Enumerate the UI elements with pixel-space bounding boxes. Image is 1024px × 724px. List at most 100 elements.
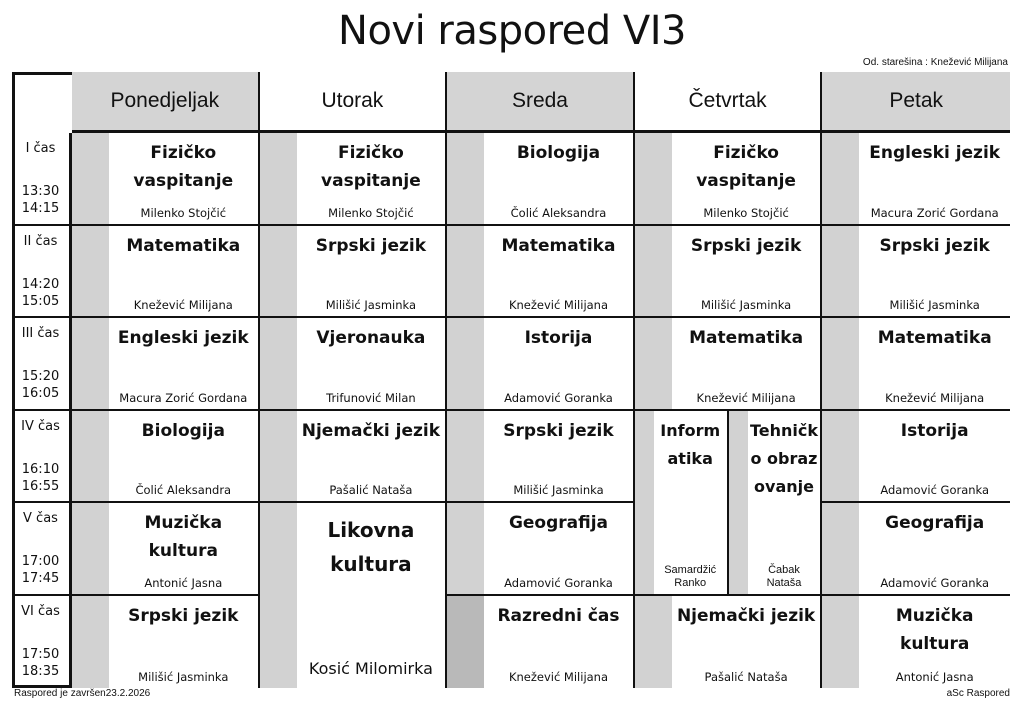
lesson-teacher: Trifunović Milan — [326, 390, 416, 405]
period-label: VI čas 17:50 18:35 — [12, 595, 72, 688]
cell-color-strip — [72, 595, 109, 688]
lesson-cell[interactable]: Fizičko vaspitanje Milenko Stojčić — [634, 133, 823, 226]
lesson-cell[interactable]: Srpski jezik Milišić Jasminka — [72, 595, 260, 688]
lesson-cell[interactable]: Matematika Knežević Milijana — [447, 225, 635, 318]
lesson-cell[interactable]: Njemački jezik Pašalić Nataša — [634, 595, 823, 688]
lesson-teacher: Antonić Jasna — [144, 575, 223, 590]
lesson-subject: Srpski jezik — [879, 235, 990, 256]
lesson-teacher: Čolić Aleksandra — [135, 483, 232, 497]
cell-color-strip — [822, 133, 860, 224]
lesson-subject: Srpski jezik — [690, 235, 802, 256]
lesson-cell[interactable]: Fizičko vaspitanje Milenko Stojčić — [259, 133, 448, 226]
lesson-subject: Njemački jezik — [676, 605, 816, 626]
lesson-teacher: Milenko Stojčić — [140, 205, 227, 220]
cell-color-strip — [72, 318, 109, 409]
lesson-subject: Srpski jezik — [503, 420, 614, 441]
lesson-teacher: Knežević Milijana — [508, 670, 609, 684]
lesson-teacher: Adamović Goranka — [880, 483, 990, 497]
period-end: 16:55 — [21, 478, 60, 494]
cell-color-strip — [72, 225, 109, 316]
lesson-cell[interactable]: Likovna kultura Kosić Milomirka — [259, 503, 448, 688]
software-credit: aSc Raspored — [946, 688, 1010, 699]
lesson-cell[interactable]: Biologija Čolić Aleksandra — [447, 133, 635, 226]
page-title: Novi raspored VI3 — [338, 8, 686, 54]
cell-color-strip — [634, 318, 672, 409]
lesson-teacher: Adamović Goranka — [504, 575, 613, 590]
lesson-subject: Srpski jezik — [128, 605, 239, 626]
lesson-teacher: Čabak Nataša — [766, 563, 802, 589]
lesson-teacher: Adamović Goranka — [880, 575, 990, 590]
lesson-teacher: Pašalić Nataša — [704, 670, 788, 684]
period-start: 17:00 — [21, 554, 60, 569]
lesson-cell[interactable]: Vjeronauka Trifunović Milan — [259, 318, 448, 411]
lesson-subject: Njemački jezik — [301, 420, 441, 441]
lesson-subject: Geografija — [508, 513, 609, 533]
period-label: IV čas 16:10 16:55 — [12, 410, 72, 503]
lesson-subject: Matematika — [877, 328, 992, 348]
period-label: II čas 14:20 15:05 — [12, 225, 72, 318]
lesson-cell[interactable]: Srpski jezik Milišić Jasminka — [822, 225, 1010, 318]
lesson-subject: Fizičko vaspitanje — [133, 143, 234, 191]
period-name: III čas — [21, 326, 60, 341]
lesson-teacher: Milišić Jasminka — [700, 298, 792, 312]
cell-color-strip — [447, 318, 485, 409]
lesson-subject: Matematika — [126, 235, 241, 256]
period-times: 13:30 14:15 — [12, 183, 69, 217]
lesson-cell[interactable]: Srpski jezik Milišić Jasminka — [447, 410, 635, 503]
lesson-teacher: Adamović Goranka — [504, 390, 613, 405]
lesson-cell[interactable]: Matematika Knežević Milijana — [634, 318, 823, 411]
lesson-cell[interactable]: Muzička kultura Antonić Jasna — [822, 595, 1010, 688]
cell-color-strip — [259, 410, 297, 501]
cell-color-strip — [822, 503, 860, 594]
lesson-cell[interactable]: Engleski jezik Macura Zorić Gordana — [822, 133, 1010, 226]
period-end: 14:15 — [21, 201, 60, 216]
cell-color-strip — [634, 133, 672, 224]
lesson-cell[interactable]: Srpski jezik Milišić Jasminka — [634, 225, 823, 318]
lesson-teacher: Kosić Milomirka — [308, 659, 433, 678]
lesson-subject: Vjeronauka — [316, 328, 426, 348]
lesson-subject: Biologija — [141, 420, 225, 441]
lesson-subject: Tehničk o obraz ovanje — [749, 420, 818, 496]
lesson-teacher: Knežević Milijana — [696, 390, 796, 405]
lesson-cell[interactable]: Engleski jezik Macura Zorić Gordana — [72, 318, 260, 411]
completion-note: Raspored je završen23.2.2026 — [14, 688, 151, 699]
period-name: IV čas — [21, 418, 60, 434]
lesson-cell[interactable]: Matematika Knežević Milijana — [822, 318, 1010, 411]
lesson-cell[interactable]: Biologija Čolić Aleksandra — [72, 410, 260, 503]
lesson-cell[interactable]: Srpski jezik Milišić Jasminka — [259, 225, 448, 318]
lesson-cell[interactable]: Istorija Adamović Goranka — [447, 318, 635, 411]
lesson-subject: Inform atika — [660, 420, 721, 468]
lesson-teacher: Knežević Milijana — [133, 298, 233, 312]
lesson-cell[interactable]: Muzička kultura Antonić Jasna — [72, 503, 260, 596]
period-name: VI čas — [21, 603, 60, 619]
lesson-cell[interactable]: Njemački jezik Pašalić Nataša — [259, 410, 448, 503]
cell-color-strip — [728, 410, 748, 594]
period-times: 16:10 16:55 — [12, 461, 69, 495]
lesson-cell[interactable]: Geografija Adamović Goranka — [822, 503, 1010, 596]
lesson-teacher: Samardžić Ranko — [664, 563, 717, 589]
lesson-cell[interactable]: Geografija Adamović Goranka — [447, 503, 635, 596]
lesson-cell[interactable]: Tehničk o obraz ovanje Čabak Nataša — [728, 410, 823, 596]
lesson-subject: Likovna kultura — [327, 518, 415, 576]
lesson-cell[interactable]: Inform atika Samardžić Ranko — [634, 410, 729, 596]
period-label: III čas 15:20 16:05 — [12, 318, 72, 411]
cell-color-strip — [822, 225, 860, 316]
lesson-subject: Muzička kultura — [144, 513, 223, 561]
period-times: 17:50 18:35 — [12, 646, 69, 680]
day-header: Četvrtak — [634, 72, 823, 133]
lesson-subject: Engleski jezik — [869, 143, 1001, 163]
cell-color-strip — [634, 595, 672, 688]
period-start: 16:10 — [21, 461, 60, 477]
lesson-teacher: Antonić Jasna — [895, 670, 974, 684]
lesson-cell[interactable]: Istorija Adamović Goranka — [822, 410, 1010, 503]
lesson-teacher: Milenko Stojčić — [328, 205, 414, 220]
period-end: 16:05 — [21, 386, 60, 401]
day-header: Utorak — [259, 72, 448, 133]
lesson-cell[interactable]: Razredni čas Knežević Milijana — [447, 595, 635, 688]
lesson-cell[interactable]: Fizičko vaspitanje Milenko Stojčić — [72, 133, 260, 226]
period-end: 15:05 — [21, 293, 60, 309]
period-name: II čas — [23, 233, 58, 249]
lesson-cell[interactable]: Matematika Knežević Milijana — [72, 225, 260, 318]
lesson-subject: Matematika — [689, 328, 804, 348]
cell-color-strip — [72, 503, 109, 594]
